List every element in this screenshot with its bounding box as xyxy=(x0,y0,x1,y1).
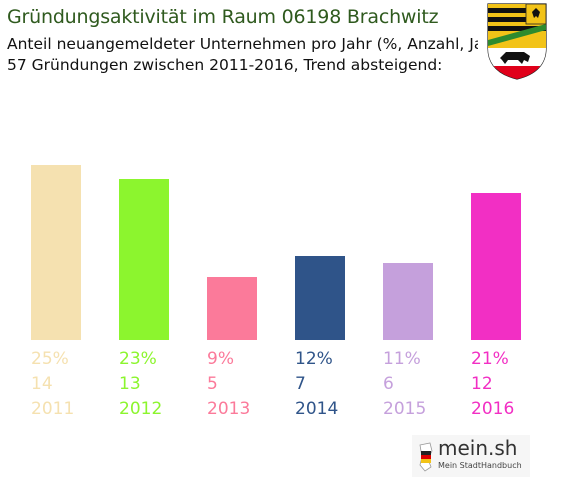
chart-subtitle: Anteil neuangemeldeter Unternehmen pro J… xyxy=(7,35,506,53)
bar-2013 xyxy=(207,277,257,340)
year-label-2016: 2016 xyxy=(471,399,514,419)
percent-label-2012: 23% xyxy=(119,349,157,369)
chart-summary: 57 Gründungen zwischen 2011-2016, Trend … xyxy=(7,56,443,74)
count-label-2014: 7 xyxy=(295,374,306,394)
chart-title: Gründungsaktivität im Raum 06198 Brachwi… xyxy=(7,6,439,28)
bar-2016 xyxy=(471,193,521,340)
year-label-2013: 2013 xyxy=(207,399,250,419)
year-label-2012: 2012 xyxy=(119,399,162,419)
logo-subtext: Mein StadtHandbuch xyxy=(438,461,522,470)
percent-label-2016: 21% xyxy=(471,349,509,369)
bar-2012 xyxy=(119,179,169,340)
bar-2014 xyxy=(295,256,345,340)
mein-sh-logo xyxy=(412,435,530,477)
count-label-2013: 5 xyxy=(207,374,218,394)
count-label-2016: 12 xyxy=(471,374,493,394)
bar-2011 xyxy=(31,165,81,340)
count-label-2011: 14 xyxy=(31,374,53,394)
count-label-2015: 6 xyxy=(383,374,394,394)
count-label-2012: 13 xyxy=(119,374,141,394)
percent-label-2013: 9% xyxy=(207,349,234,369)
bar-2015 xyxy=(383,263,433,340)
year-label-2015: 2015 xyxy=(383,399,426,419)
coat-of-arms-icon xyxy=(478,0,556,82)
year-label-2011: 2011 xyxy=(31,399,74,419)
logo-text: mein.sh xyxy=(438,436,518,460)
percent-label-2015: 11% xyxy=(383,349,421,369)
year-label-2014: 2014 xyxy=(295,399,338,419)
percent-label-2014: 12% xyxy=(295,349,333,369)
percent-label-2011: 25% xyxy=(31,349,69,369)
